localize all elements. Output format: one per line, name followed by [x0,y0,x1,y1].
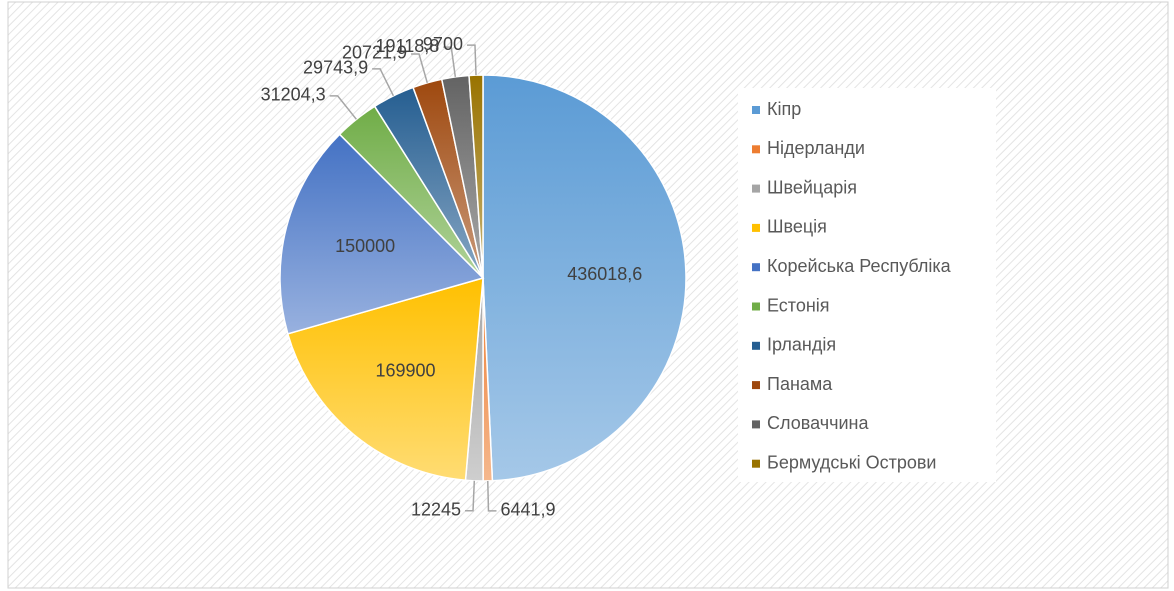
legend-swatch [752,184,760,193]
legend-box [738,88,996,482]
legend-label: Кіпр [767,99,801,119]
legend-label: Корейська Республіка [767,256,952,276]
data-label: 19118,8 [376,36,440,56]
legend-swatch [752,302,760,311]
legend-swatch [752,459,760,468]
data-label: 436018,6 [567,264,642,284]
legend-label: Швейцарія [767,177,857,197]
pie-slice [286,276,484,482]
legend-label: Швеція [767,217,827,237]
legend-label: Панама [767,374,833,394]
legend: Кіпр Нідерланди Швейцарія Швеція Корейська Р… [752,99,952,472]
legend-swatch [752,381,760,390]
data-label: 29743,9 [303,58,368,78]
leader-line [487,480,497,512]
legend-swatch [752,420,760,429]
leader-line [372,68,395,97]
data-label: 12245 [411,500,461,520]
legend-swatch [752,223,760,232]
pie-slice [482,74,687,482]
data-label: 169900 [375,361,435,381]
leader-line [411,53,428,84]
pie-slice [468,74,484,279]
leader-line [465,480,476,512]
data-label: 6441,9 [500,500,555,520]
legend-swatch [752,263,760,272]
leader-line [466,44,477,76]
data-label: 150000 [335,236,395,256]
legend-label: Нідерланди [767,138,865,158]
legend-swatch [752,145,760,154]
legend-label: Естонія [767,295,830,315]
legend-swatch [752,106,760,114]
legend-swatch [752,341,760,350]
pie-slice [279,133,485,335]
legend-label: Ірландія [767,335,836,355]
legend-label: Бермудські Острови [767,452,936,472]
data-label: 9700 [423,34,463,54]
leader-line [443,46,457,77]
legend-label: Словаччина [767,413,869,433]
leader-line [329,95,357,120]
data-label: 20721,9 [342,43,407,63]
data-label: 31204,3 [261,85,326,105]
